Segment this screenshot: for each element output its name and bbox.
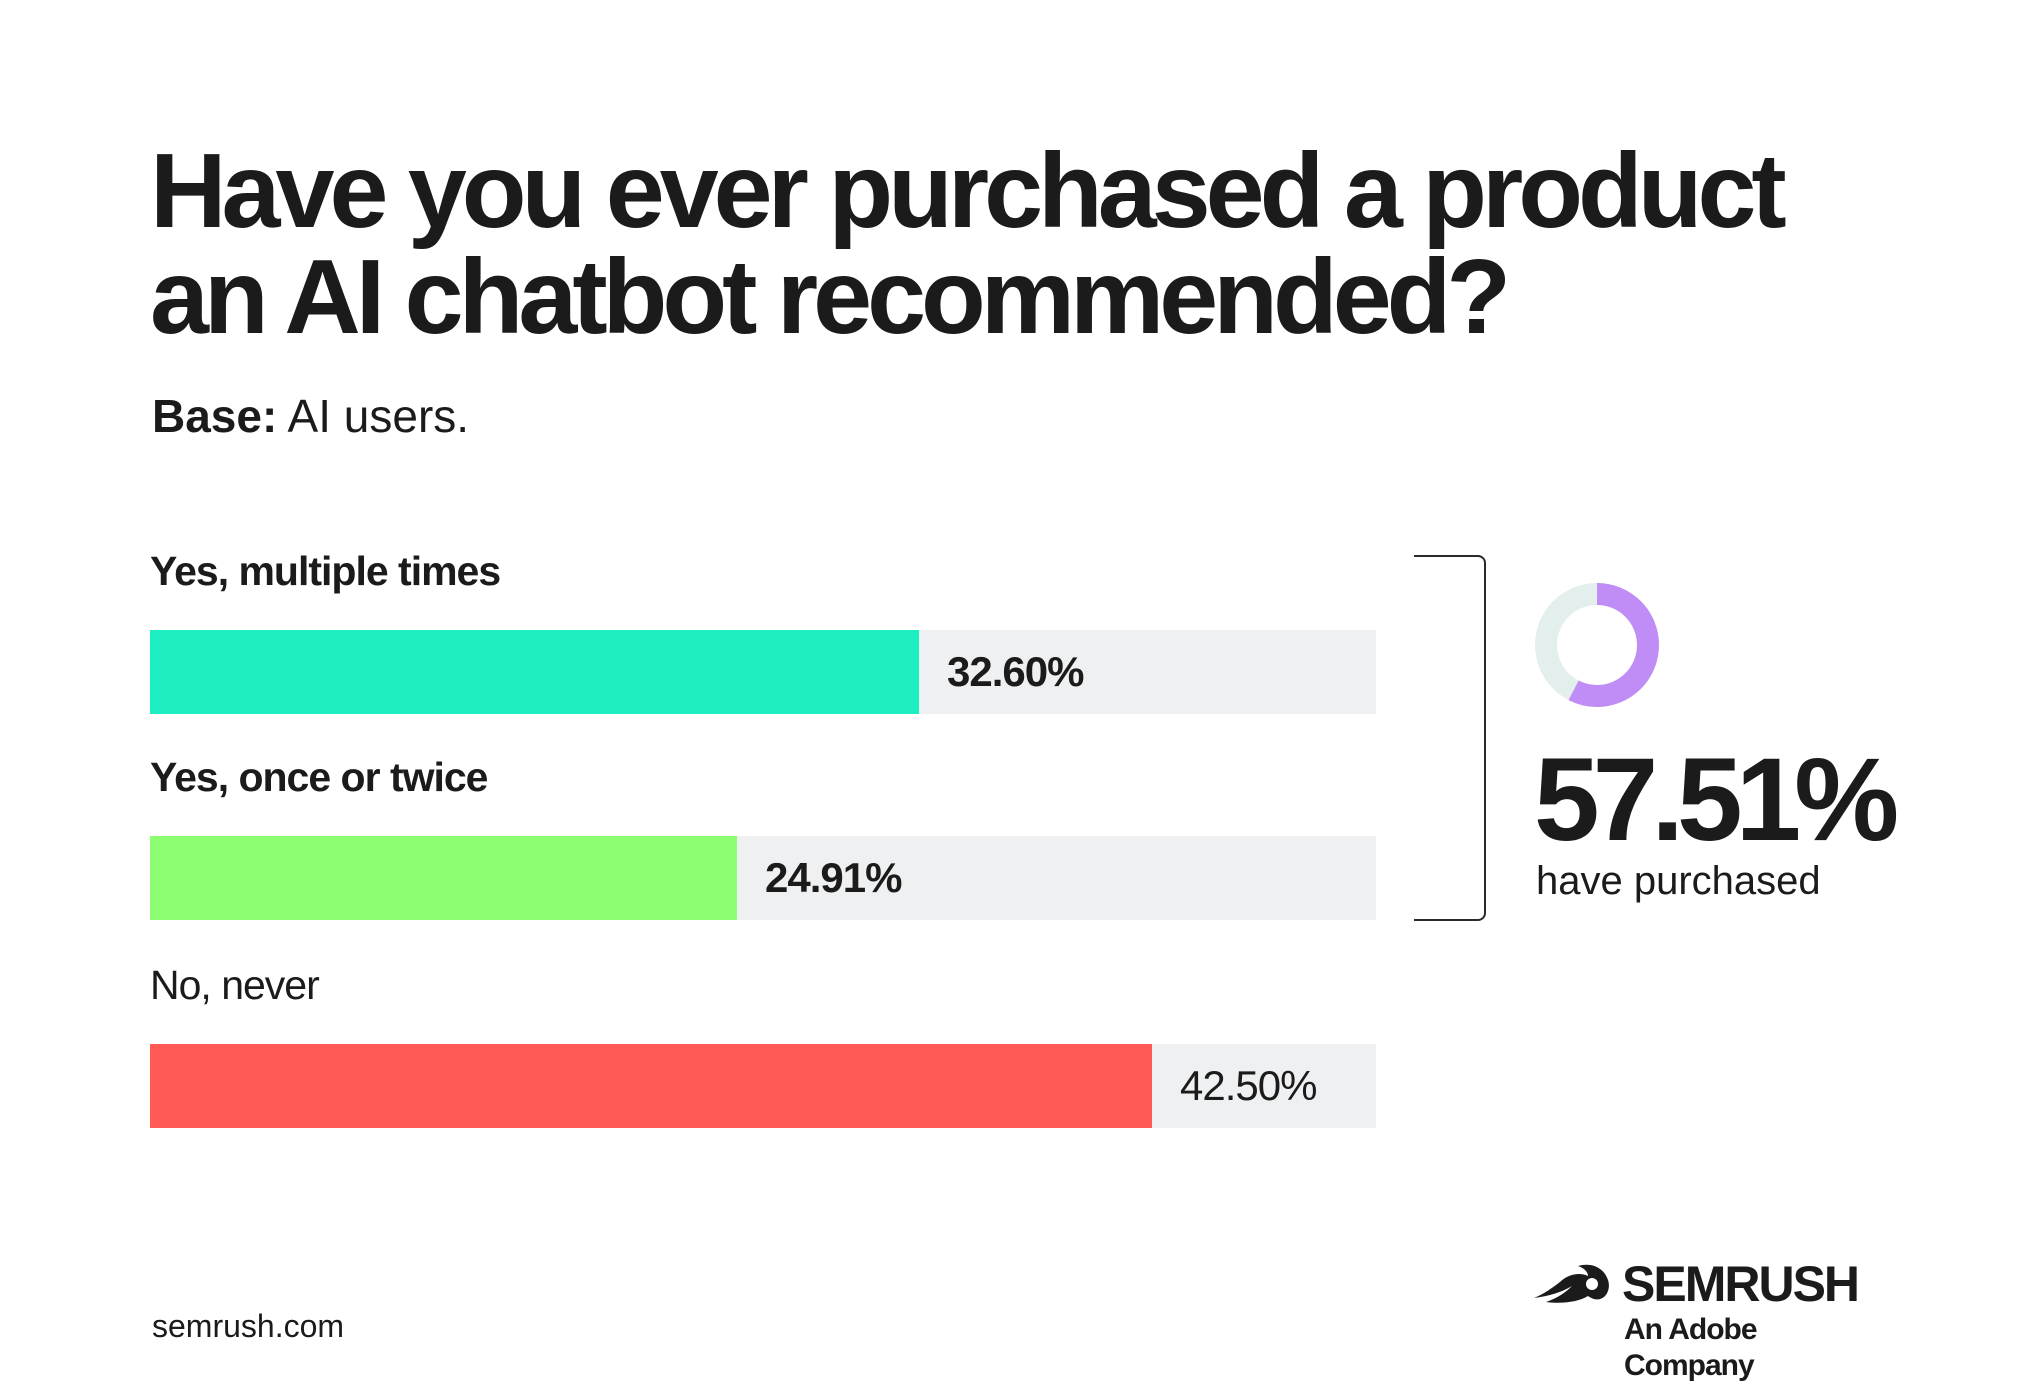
data-label-yes-multiple: 32.60% <box>947 648 1084 695</box>
bar-track-yes-once: 24.91% <box>150 836 1376 920</box>
footer-url: semrush.com <box>152 1308 345 1344</box>
grouping-bracket <box>1414 555 1486 921</box>
chart-title: Have you ever purchased a product an AI … <box>150 138 1950 350</box>
base-value: AI users. <box>277 390 470 442</box>
bar-no-never <box>150 1044 1152 1128</box>
base-label: Base: <box>152 390 278 442</box>
category-label-yes-once: Yes, once or twice <box>150 754 489 800</box>
bar-yes-once <box>150 836 737 920</box>
bar-track-no-never: 42.50% <box>150 1044 1376 1128</box>
brand-tagline: An Adobe Company <box>1624 1313 1758 1382</box>
category-label-yes-multiple: Yes, multiple times <box>150 548 501 594</box>
base-note: Base: AI users. <box>152 388 469 444</box>
category-label-no-never: No, never <box>150 962 320 1008</box>
summary-donut <box>1535 583 1659 707</box>
data-label-yes-once: 24.91% <box>765 854 902 901</box>
bar-row-no-never: No, never 42.50% <box>150 960 1376 1128</box>
bar-row-yes-multiple: Yes, multiple times 32.60% <box>150 546 1376 714</box>
chart-title-line-1: Have you ever purchased a product <box>150 132 1787 250</box>
semrush-fireball-icon <box>1534 1264 1609 1303</box>
donut-arc <box>1535 583 1659 707</box>
bar-track-yes-multiple: 32.60% <box>150 630 1376 714</box>
summary-percentage: 57.51% <box>1534 734 1899 866</box>
brand-logo: SEMRUSH An Adobe Company <box>1532 1256 1882 1382</box>
chart-title-line-2: an AI chatbot recommended? <box>150 238 1511 356</box>
data-label-no-never: 42.50% <box>1180 1062 1317 1109</box>
summary-caption: have purchased <box>1536 859 1821 903</box>
bar-yes-multiple <box>150 630 919 714</box>
bar-row-yes-once: Yes, once or twice 24.91% <box>150 752 1376 920</box>
brand-name: SEMRUSH <box>1622 1256 1860 1312</box>
